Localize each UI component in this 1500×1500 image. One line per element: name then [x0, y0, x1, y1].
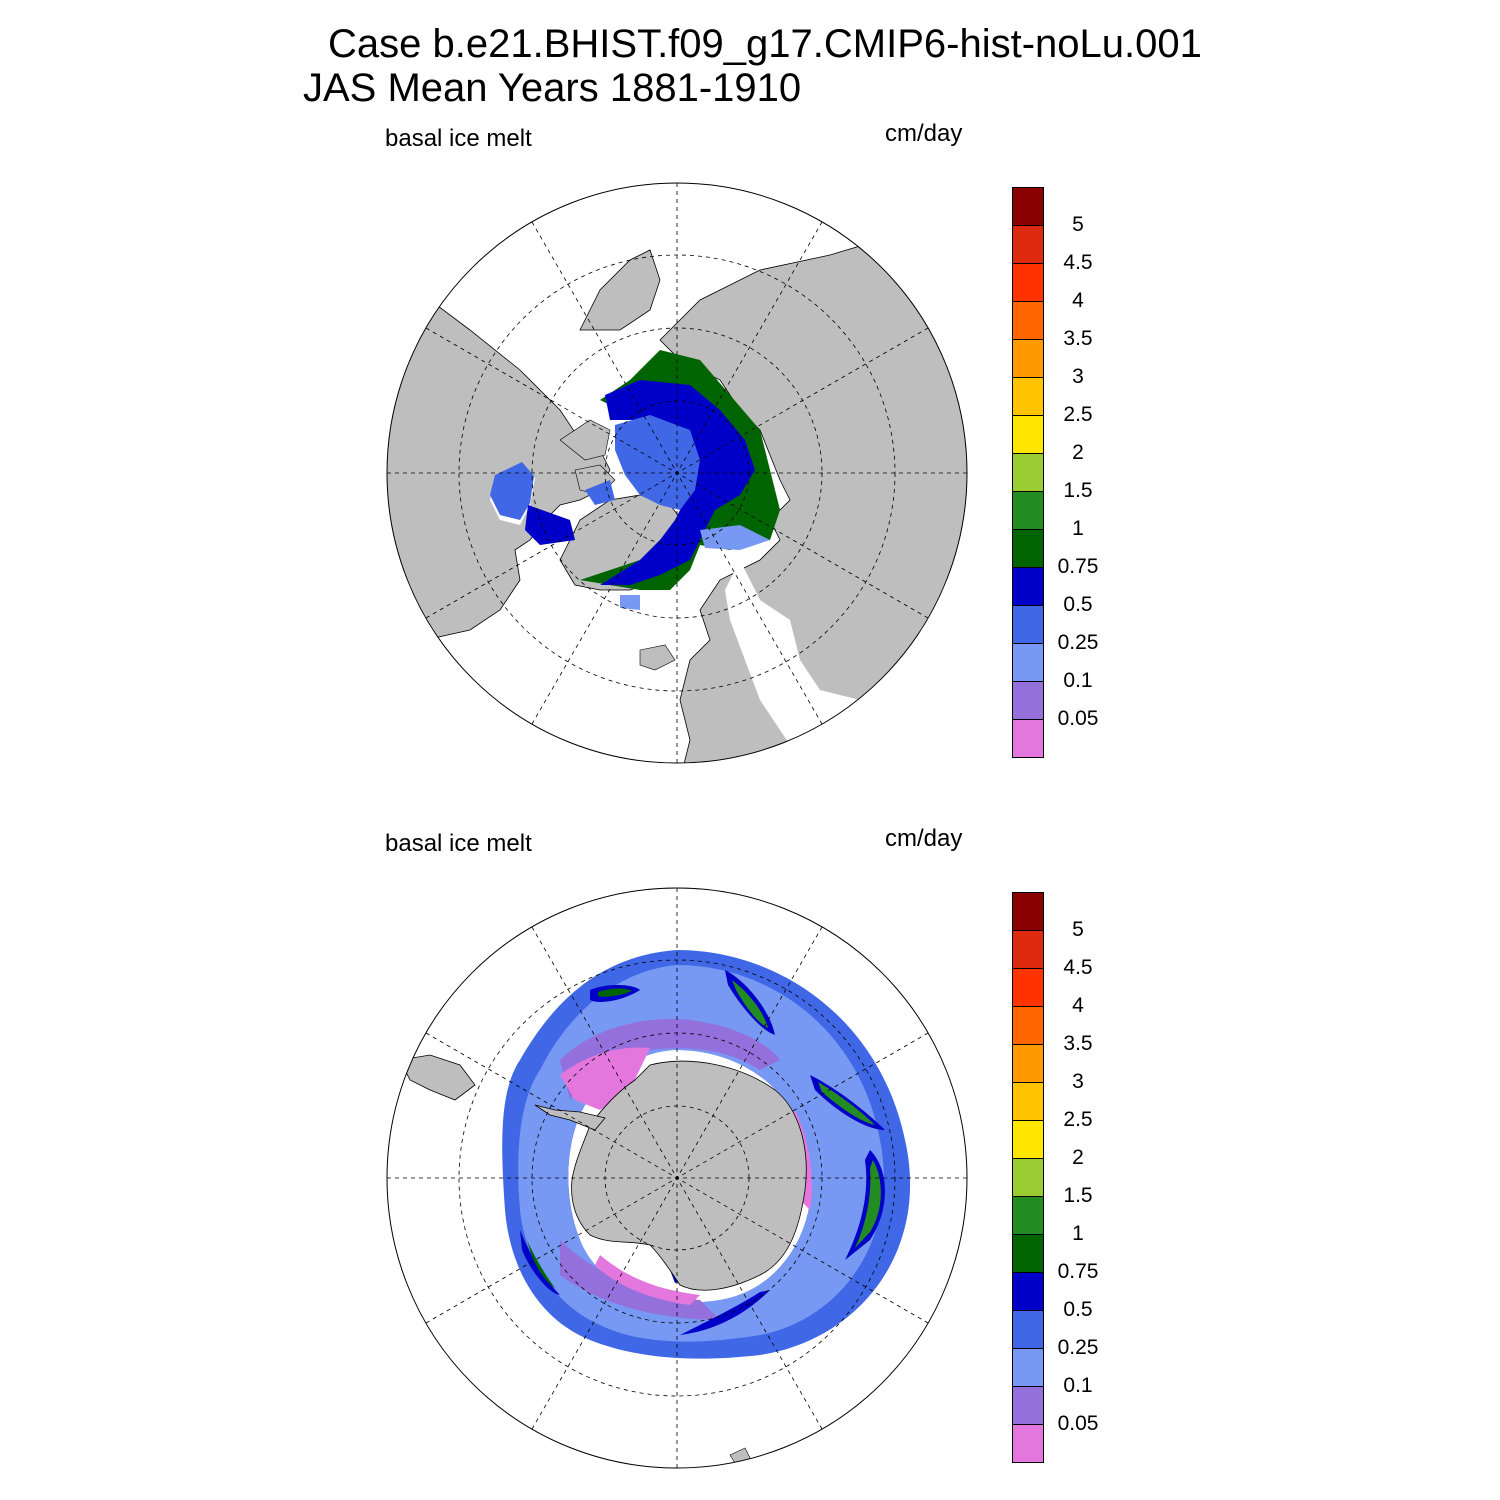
north-colorbar-label: 2.5 [1063, 403, 1093, 426]
south-colorbar-swatch [1012, 1158, 1044, 1197]
south-colorbar-label: 0.75 [1057, 1260, 1099, 1283]
south-units-label: cm/day [885, 825, 963, 852]
north-colorbar-label: 1.5 [1063, 479, 1093, 502]
north-colorbar: 0.05 0.1 0.25 0.5 0.75 1 1.5 2 2.5 3 3.5 4 4.5 5 [1012, 187, 1122, 758]
south-colorbar-label: 3 [1072, 1070, 1084, 1093]
south-colorbar-swatch [1012, 1424, 1044, 1463]
north-colorbar-label: 4 [1072, 289, 1084, 312]
south-colorbar-swatch [1012, 1120, 1044, 1159]
south-colorbar-swatch [1012, 1082, 1044, 1121]
north-variable-label: basal ice melt [385, 125, 532, 152]
plot-title-line2: JAS Mean Years 1881-1910 [303, 66, 802, 110]
north-colorbar-swatch [1012, 605, 1044, 644]
north-colorbar-label: 3.5 [1063, 327, 1093, 350]
south-colorbar-label: 0.05 [1057, 1412, 1099, 1435]
south-colorbar-swatch [1012, 892, 1044, 931]
north-colorbar-swatch [1012, 339, 1044, 378]
south-colorbar-label: 2 [1072, 1146, 1084, 1169]
south-colorbar-swatch [1012, 930, 1044, 969]
south-colorbar-swatch [1012, 968, 1044, 1007]
north-colorbar-label: 0.1 [1063, 669, 1093, 692]
north-colorbar-label: 4.5 [1063, 251, 1093, 274]
south-graticule [387, 888, 967, 1468]
south-colorbar-swatch [1012, 1386, 1044, 1425]
south-colorbar-swatch [1012, 1348, 1044, 1387]
north-colorbar-swatch [1012, 187, 1044, 226]
north-colorbar-swatch [1012, 377, 1044, 416]
south-colorbar-label: 1.5 [1063, 1184, 1093, 1207]
north-colorbar-swatch [1012, 263, 1044, 302]
south-colorbar-swatch [1012, 1044, 1044, 1083]
south-colorbar-label: 4.5 [1063, 956, 1093, 979]
north-colorbar-swatch [1012, 301, 1044, 340]
north-colorbar-label: 0.05 [1057, 707, 1099, 730]
north-colorbar-swatch [1012, 643, 1044, 682]
north-colorbar-label: 3 [1072, 365, 1084, 388]
south-colorbar-label: 1 [1072, 1222, 1084, 1245]
north-colorbar-swatch [1012, 453, 1044, 492]
north-colorbar-label: 2 [1072, 441, 1084, 464]
north-colorbar-swatch [1012, 491, 1044, 530]
north-graticule [387, 183, 967, 763]
north-colorbar-swatch [1012, 529, 1044, 568]
north-colorbar-swatch [1012, 719, 1044, 758]
south-colorbar-label: 2.5 [1063, 1108, 1093, 1131]
south-polar-map [386, 887, 968, 1469]
north-polar-map [386, 182, 968, 764]
north-colorbar-label: 0.75 [1057, 555, 1099, 578]
north-colorbar-swatch [1012, 567, 1044, 606]
north-colorbar-label: 5 [1072, 213, 1084, 236]
plot-title-line1: Case b.e21.BHIST.f09_g17.CMIP6-hist-noLu… [328, 22, 1202, 66]
north-colorbar-label: 1 [1072, 517, 1084, 540]
north-colorbar-swatch [1012, 225, 1044, 264]
north-colorbar-swatch [1012, 415, 1044, 454]
south-colorbar-label: 5 [1072, 918, 1084, 941]
south-colorbar-label: 0.1 [1063, 1374, 1093, 1397]
south-colorbar-label: 3.5 [1063, 1032, 1093, 1055]
north-units-label: cm/day [885, 120, 963, 147]
south-colorbar-label: 0.25 [1057, 1336, 1099, 1359]
south-colorbar-swatch [1012, 1006, 1044, 1045]
south-colorbar: 0.05 0.1 0.25 0.5 0.75 1 1.5 2 2.5 3 3.5 4 4.5 5 [1012, 892, 1122, 1463]
north-colorbar-swatch [1012, 681, 1044, 720]
north-colorbar-label: 0.25 [1057, 631, 1099, 654]
south-colorbar-swatch [1012, 1196, 1044, 1235]
south-colorbar-swatch [1012, 1310, 1044, 1349]
south-colorbar-label: 0.5 [1063, 1298, 1093, 1321]
south-variable-label: basal ice melt [385, 830, 532, 857]
north-colorbar-label: 0.5 [1063, 593, 1093, 616]
south-colorbar-swatch [1012, 1234, 1044, 1273]
south-colorbar-label: 4 [1072, 994, 1084, 1017]
south-colorbar-swatch [1012, 1272, 1044, 1311]
